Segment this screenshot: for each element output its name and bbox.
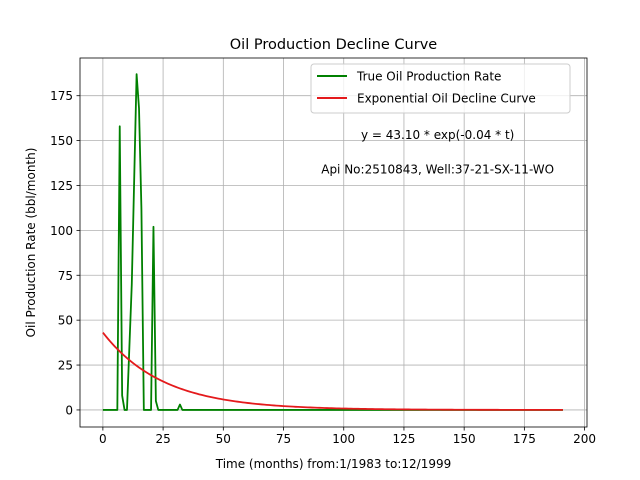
x-axis-label: Time (months) from:1/1983 to:12/1999 — [215, 457, 452, 471]
y-tick-label: 75 — [58, 269, 73, 283]
plot-frame — [79, 57, 588, 428]
chart-title: Oil Production Decline Curve — [230, 37, 438, 53]
legend-label-true-rate: True Oil Production Rate — [356, 70, 501, 84]
y-tick-label: 100 — [50, 224, 73, 238]
series-line-exponential-decline-curve — [102, 331, 563, 411]
x-tick-label: 100 — [332, 432, 355, 446]
ticks: 0 25 50 75 100 125 150 175 200 0 25 50 75 100 125 150 17… — [50, 89, 596, 446]
y-tick-label: 150 — [50, 134, 73, 148]
y-tick-label: 25 — [58, 359, 73, 373]
y-tick-label: 175 — [50, 89, 73, 103]
y-axis-label: Oil Production Rate (bbl/month) — [24, 148, 38, 338]
x-tick-label: 25 — [155, 432, 170, 446]
y-tick-label: 0 — [65, 403, 73, 417]
equation-annotation: y = 43.10 * exp(-0.04 * t) — [361, 128, 514, 142]
well-annotation: Api No:2510843, Well:37-21-SX-11-WO — [321, 162, 554, 176]
x-tick-label: 0 — [99, 432, 107, 446]
x-tick-label: 125 — [392, 432, 415, 446]
legend-label-decline-curve: Exponential Oil Decline Curve — [357, 92, 536, 106]
x-tick-label: 75 — [276, 432, 291, 446]
x-tick-label: 175 — [513, 432, 536, 446]
x-tick-label: 50 — [216, 432, 231, 446]
legend: True Oil Production Rate Exponential Oil… — [310, 63, 571, 114]
legend-box — [310, 63, 571, 114]
y-tick-label: 50 — [58, 314, 73, 328]
x-tick-label: 150 — [453, 432, 476, 446]
x-tick-label: 200 — [573, 432, 596, 446]
series-layer — [102, 73, 563, 411]
series-line-true-oil-production-rate — [102, 73, 563, 411]
y-tick-label: 125 — [50, 179, 73, 193]
